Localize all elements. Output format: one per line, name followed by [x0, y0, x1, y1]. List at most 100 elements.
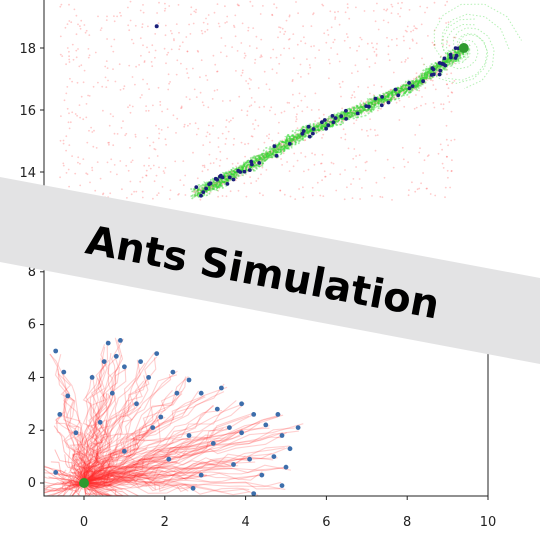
pheromone-dot: [162, 170, 165, 173]
pheromone-dot: [68, 3, 70, 6]
pheromone-dot: [406, 30, 408, 33]
ant-point: [421, 79, 425, 84]
pheromone-dot: [217, 137, 220, 139]
pheromone-dot: [423, 159, 426, 162]
pheromone-dot: [364, 169, 367, 172]
ant-point: [386, 100, 391, 105]
ant-trail: [83, 393, 108, 484]
pheromone-dot: [206, 79, 209, 81]
ant-trail: [83, 402, 133, 484]
pheromone-dot: [104, 65, 107, 68]
pheromone-dot: [238, 95, 241, 98]
ant-point: [219, 173, 223, 178]
ant-trail: [83, 414, 282, 484]
pheromone-dot: [113, 38, 116, 41]
pheromone-dot: [69, 121, 72, 124]
pheromone-dot: [85, 116, 88, 119]
ant-point: [326, 123, 331, 128]
ant-point: [113, 353, 119, 359]
pheromone-dot: [419, 5, 422, 8]
pheromone-dot: [446, 169, 449, 172]
ant-point: [231, 462, 236, 467]
pheromone-dot: [100, 27, 103, 29]
ant-point: [274, 153, 279, 158]
pheromone-dot: [387, 92, 389, 95]
pheromone-dot: [275, 56, 278, 59]
pheromone-dot: [176, 59, 179, 62]
pheromone-dot: [218, 165, 221, 167]
ant-trail: [83, 440, 209, 484]
pheromone-dot: [255, 180, 258, 182]
ant-point: [275, 412, 281, 417]
ant-trail: [83, 482, 94, 496]
red-trail: [201, 48, 463, 194]
pheromone-dot: [125, 164, 128, 167]
pheromone-dot: [323, 170, 326, 173]
pheromone-dot: [430, 79, 432, 81]
pheromone-dot: [138, 64, 141, 66]
pheromone-dot: [77, 161, 79, 164]
pheromone-dot: [164, 24, 167, 27]
ant-trail: [83, 482, 87, 496]
ant-trail: [83, 457, 278, 488]
pheromone-dot: [129, 146, 131, 149]
pheromone-dot: [107, 79, 109, 82]
ant-trail: [83, 477, 250, 495]
pheromone-dot: [68, 20, 71, 22]
pheromone-dot: [292, 93, 294, 96]
pheromone-dot: [424, 87, 427, 89]
ant-trail: [83, 403, 244, 484]
pheromone-dot: [205, 74, 207, 77]
pheromone-dot: [366, 42, 369, 45]
pheromone-dot: [88, 34, 91, 36]
pheromone-dot: [164, 2, 166, 5]
pheromone-dot: [184, 174, 187, 177]
pheromone-dot: [71, 80, 73, 83]
ant-trail: [73, 431, 90, 484]
pheromone-dot: [187, 124, 189, 127]
pheromone-dot: [302, 196, 305, 199]
ant-trail: [44, 476, 85, 484]
pheromone-dot: [68, 55, 70, 58]
y-tick-label: 14: [19, 166, 36, 181]
ant-trail: [54, 469, 85, 484]
ant-trail: [78, 363, 108, 484]
ant-trail: [83, 368, 127, 484]
pheromone-dot: [418, 89, 421, 92]
pheromone-dot: [145, 174, 148, 177]
pheromone-dot: [367, 86, 369, 89]
pheromone-dot: [386, 8, 389, 11]
pheromone-dot: [59, 176, 61, 179]
pheromone-dot: [113, 132, 116, 135]
pheromone-dot: [128, 29, 131, 32]
ant-trail: [83, 466, 288, 484]
pheromone-dot: [139, 180, 142, 183]
ant-trail: [83, 395, 205, 484]
pheromone-dot: [166, 108, 169, 110]
pheromone-dot: [431, 79, 434, 82]
pheromone-dot: [77, 156, 80, 159]
pheromone-dot: [151, 44, 154, 47]
ant-trail: [83, 374, 178, 484]
pheromone-dot: [102, 109, 104, 112]
ant-trail: [71, 453, 85, 484]
ant-trail: [71, 472, 85, 484]
pheromone-dot: [254, 58, 257, 61]
pheromone-dot: [142, 4, 144, 6]
pheromone-dot: [293, 152, 296, 155]
pheromone-dot: [454, 36, 457, 39]
pheromone-dot: [85, 29, 88, 32]
ant-trail: [83, 475, 111, 487]
pheromone-dot: [415, 106, 418, 109]
pheromone-dot: [286, 161, 288, 163]
pheromone-dot: [446, 41, 449, 43]
y-tick-label: 4: [28, 370, 36, 385]
pheromone-dot: [332, 41, 335, 44]
ant-trail: [68, 482, 85, 496]
pheromone-dot: [353, 148, 356, 150]
pheromone-dot: [94, 51, 97, 54]
pheromone-dot: [419, 147, 421, 150]
ant-point: [208, 181, 213, 186]
green-trail: [203, 46, 466, 197]
ant-trail: [83, 455, 246, 484]
